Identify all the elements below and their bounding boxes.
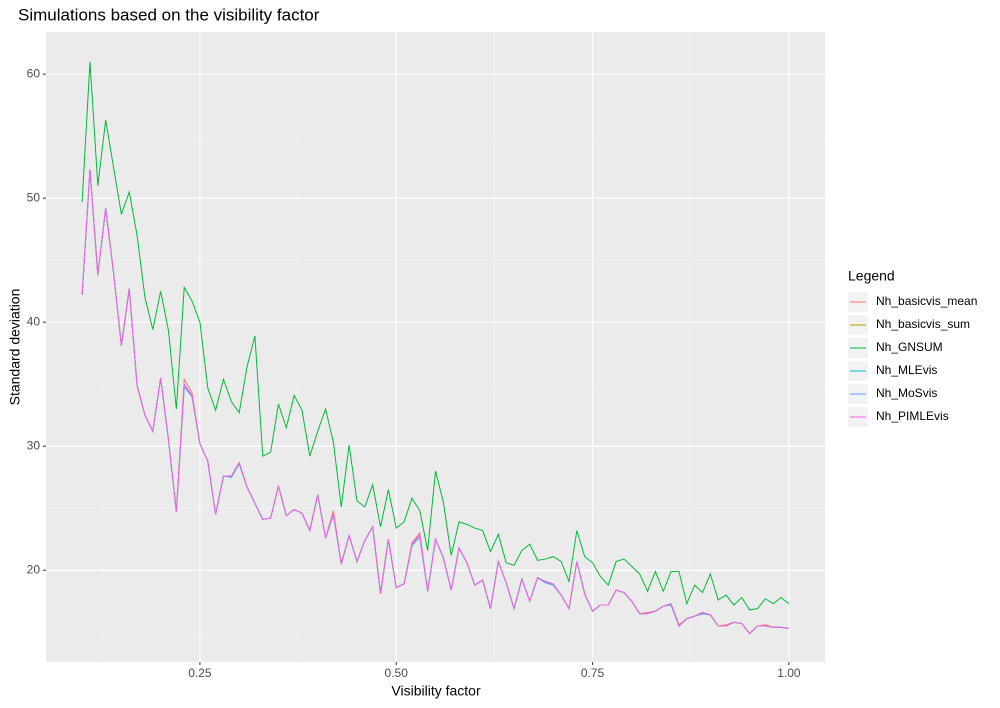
y-axis-label: Standard deviation [7,289,23,406]
legend-title: Legend [848,268,895,284]
legend-label: Nh_MoSvis [876,386,937,400]
legend-label: Nh_GNSUM [876,340,943,354]
series-line [81,61,790,611]
plot-panel [46,32,825,662]
y-tick-label: 60 [27,66,41,80]
series-line [81,169,789,635]
y-tick-label: 30 [27,438,41,452]
legend-label: Nh_PIMLEvis [876,409,949,423]
x-tick-label: 0.50 [385,666,409,680]
chart-title: Simulations based on the visibility fact… [18,5,320,24]
x-axis-label: Visibility factor [391,683,481,699]
x-tick-label: 0.75 [581,666,605,680]
legend-label: Nh_MLEvis [876,363,937,377]
legend-label: Nh_basicvis_mean [876,294,977,308]
y-tick-label: 40 [27,314,41,328]
y-tick-label: 50 [27,190,41,204]
y-tick-label: 20 [27,562,41,576]
x-tick-label: 0.25 [188,666,212,680]
x-tick-label: 1.00 [777,666,801,680]
legend-label: Nh_basicvis_sum [876,317,970,331]
